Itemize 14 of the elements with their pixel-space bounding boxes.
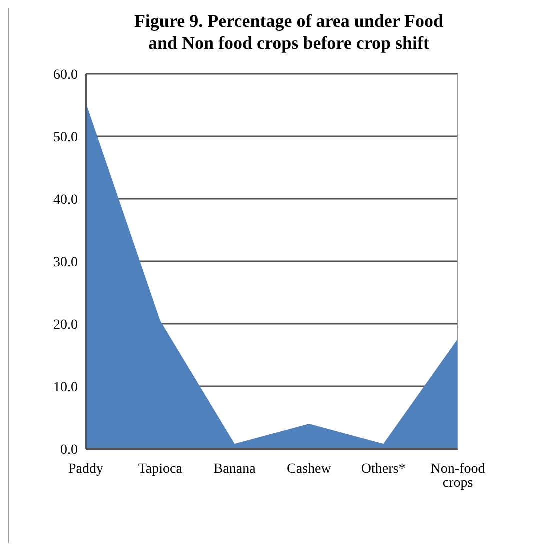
y-tick-label: 40.0	[54, 192, 78, 208]
x-tick-label: Others*	[361, 462, 406, 477]
chart-title: Figure 9. Percentage of area under Food and Non food crops before crop shift	[133, 10, 445, 54]
x-tick-label: Tapioca	[138, 462, 184, 477]
y-tick-label: 10.0	[54, 380, 78, 396]
y-tick-label: 20.0	[54, 318, 78, 333]
y-tick-label: 0.0	[60, 442, 78, 458]
x-tick-label: Cashew	[287, 462, 332, 477]
x-tick-label: Banana	[214, 462, 257, 477]
y-tick-label: 50.0	[54, 130, 78, 146]
y-tick-label: 30.0	[54, 255, 78, 270]
y-tick-label: 60.0	[54, 68, 78, 83]
x-tick-label: Paddy	[68, 462, 104, 477]
x-tick-label: Non-food crops	[430, 462, 486, 491]
